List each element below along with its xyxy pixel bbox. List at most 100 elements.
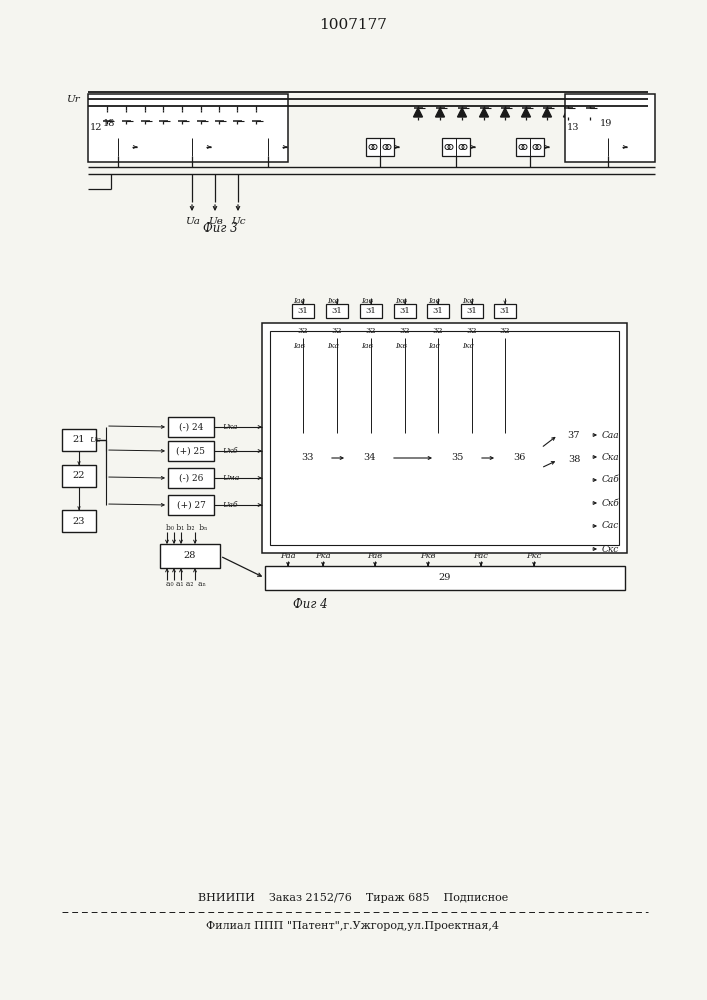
Text: 13: 13 [567, 123, 579, 132]
Polygon shape [103, 112, 112, 121]
Bar [461, 304, 483, 318]
Bar [62, 510, 96, 532]
Text: Iаа: Iаа [293, 297, 305, 305]
Text: Фиг 3: Фиг 3 [203, 222, 238, 234]
Bar [326, 304, 348, 318]
Text: b₀ b₁ b₂  bₙ: b₀ b₁ b₂ bₙ [166, 524, 207, 532]
Text: Ur: Ur [66, 95, 80, 104]
Bar [394, 324, 416, 338]
Bar [494, 324, 516, 338]
Text: Uма: Uма [222, 474, 239, 482]
Text: 32: 32 [433, 327, 443, 335]
Bar [265, 566, 625, 590]
Text: 32: 32 [399, 327, 410, 335]
Text: (-) 24: (-) 24 [179, 422, 203, 432]
Text: 1007177: 1007177 [319, 18, 387, 32]
Bar [565, 94, 655, 162]
Polygon shape [457, 108, 467, 117]
Text: 36: 36 [513, 454, 525, 462]
Bar [461, 324, 483, 338]
Bar [442, 138, 470, 156]
Bar [168, 441, 214, 461]
Polygon shape [177, 112, 187, 121]
Text: 18: 18 [103, 118, 115, 127]
Bar [516, 138, 544, 156]
Bar [427, 324, 449, 338]
Bar [594, 138, 622, 156]
Text: 32: 32 [467, 327, 477, 335]
Text: Paс: Paс [474, 552, 489, 560]
Polygon shape [479, 108, 489, 117]
Text: 29: 29 [439, 574, 451, 582]
Text: Uc: Uc [89, 436, 101, 444]
Polygon shape [563, 108, 573, 117]
Bar [360, 304, 382, 318]
Text: Pкв: Pкв [420, 552, 436, 560]
Text: Iав: Iав [293, 342, 305, 350]
Text: Iкв: Iкв [395, 342, 407, 350]
Bar [168, 495, 214, 515]
Polygon shape [414, 108, 423, 117]
Text: 32: 32 [500, 327, 510, 335]
Text: Caб: Caб [602, 476, 620, 485]
Bar [360, 324, 382, 338]
Text: Iав: Iав [361, 297, 373, 305]
Bar [254, 138, 282, 156]
Text: Фиг 4: Фиг 4 [293, 598, 327, 611]
Text: (-) 26: (-) 26 [179, 474, 203, 483]
Text: 28: 28 [184, 552, 196, 560]
Text: 32: 32 [366, 327, 376, 335]
Text: Pкс: Pкс [526, 552, 542, 560]
Polygon shape [522, 108, 530, 117]
Polygon shape [233, 112, 242, 121]
Text: Pаа: Pаа [280, 552, 296, 560]
Text: Iас: Iас [428, 342, 440, 350]
Bar [160, 544, 220, 568]
Bar [88, 94, 288, 162]
Bar [497, 433, 541, 483]
Bar [168, 417, 214, 437]
Text: Iкв: Iкв [395, 297, 407, 305]
Text: Iас: Iас [428, 297, 440, 305]
Bar [270, 331, 619, 545]
Bar [262, 323, 627, 553]
Polygon shape [542, 108, 551, 117]
Text: 31: 31 [399, 307, 410, 315]
Bar [394, 304, 416, 318]
Polygon shape [585, 108, 595, 117]
Text: Uа: Uа [185, 218, 199, 227]
Text: 31: 31 [332, 307, 342, 315]
Bar [104, 138, 132, 156]
Polygon shape [197, 112, 206, 121]
Text: ВНИИПИ    Заказ 2152/76    Тираж 685    Подписное: ВНИИПИ Заказ 2152/76 Тираж 685 Подписное [198, 893, 508, 903]
Polygon shape [158, 112, 168, 121]
Text: Iка: Iка [327, 297, 339, 305]
Bar [62, 429, 96, 451]
Text: Pкa: Pкa [315, 552, 331, 560]
Text: 12: 12 [90, 123, 103, 132]
Bar [326, 324, 348, 338]
Bar [494, 304, 516, 318]
Text: 37: 37 [568, 430, 580, 440]
Text: 19: 19 [600, 118, 612, 127]
Text: Филиал ППП "Патент",г.Ужгород,ул.Проектная,4: Филиал ППП "Патент",г.Ужгород,ул.Проектн… [206, 921, 500, 931]
Bar [558, 425, 590, 445]
Text: Cаа: Cаа [602, 430, 619, 440]
Polygon shape [501, 108, 510, 117]
Text: 32: 32 [332, 327, 342, 335]
Text: Paв: Paв [368, 552, 382, 560]
Text: 33: 33 [300, 454, 313, 462]
Bar [558, 450, 590, 470]
Bar [435, 433, 479, 483]
Text: Iкс: Iкс [462, 342, 474, 350]
Bar [62, 465, 96, 487]
Polygon shape [214, 112, 223, 121]
Text: Cкс: Cкс [602, 544, 619, 554]
Polygon shape [122, 112, 131, 121]
Text: 21: 21 [73, 436, 86, 444]
Text: (+) 27: (+) 27 [177, 500, 206, 510]
Text: 31: 31 [500, 307, 510, 315]
Text: Cка: Cка [602, 452, 619, 462]
Text: 35: 35 [451, 454, 463, 462]
Text: a₀ a₁ a₂  aₙ: a₀ a₁ a₂ aₙ [166, 580, 206, 588]
